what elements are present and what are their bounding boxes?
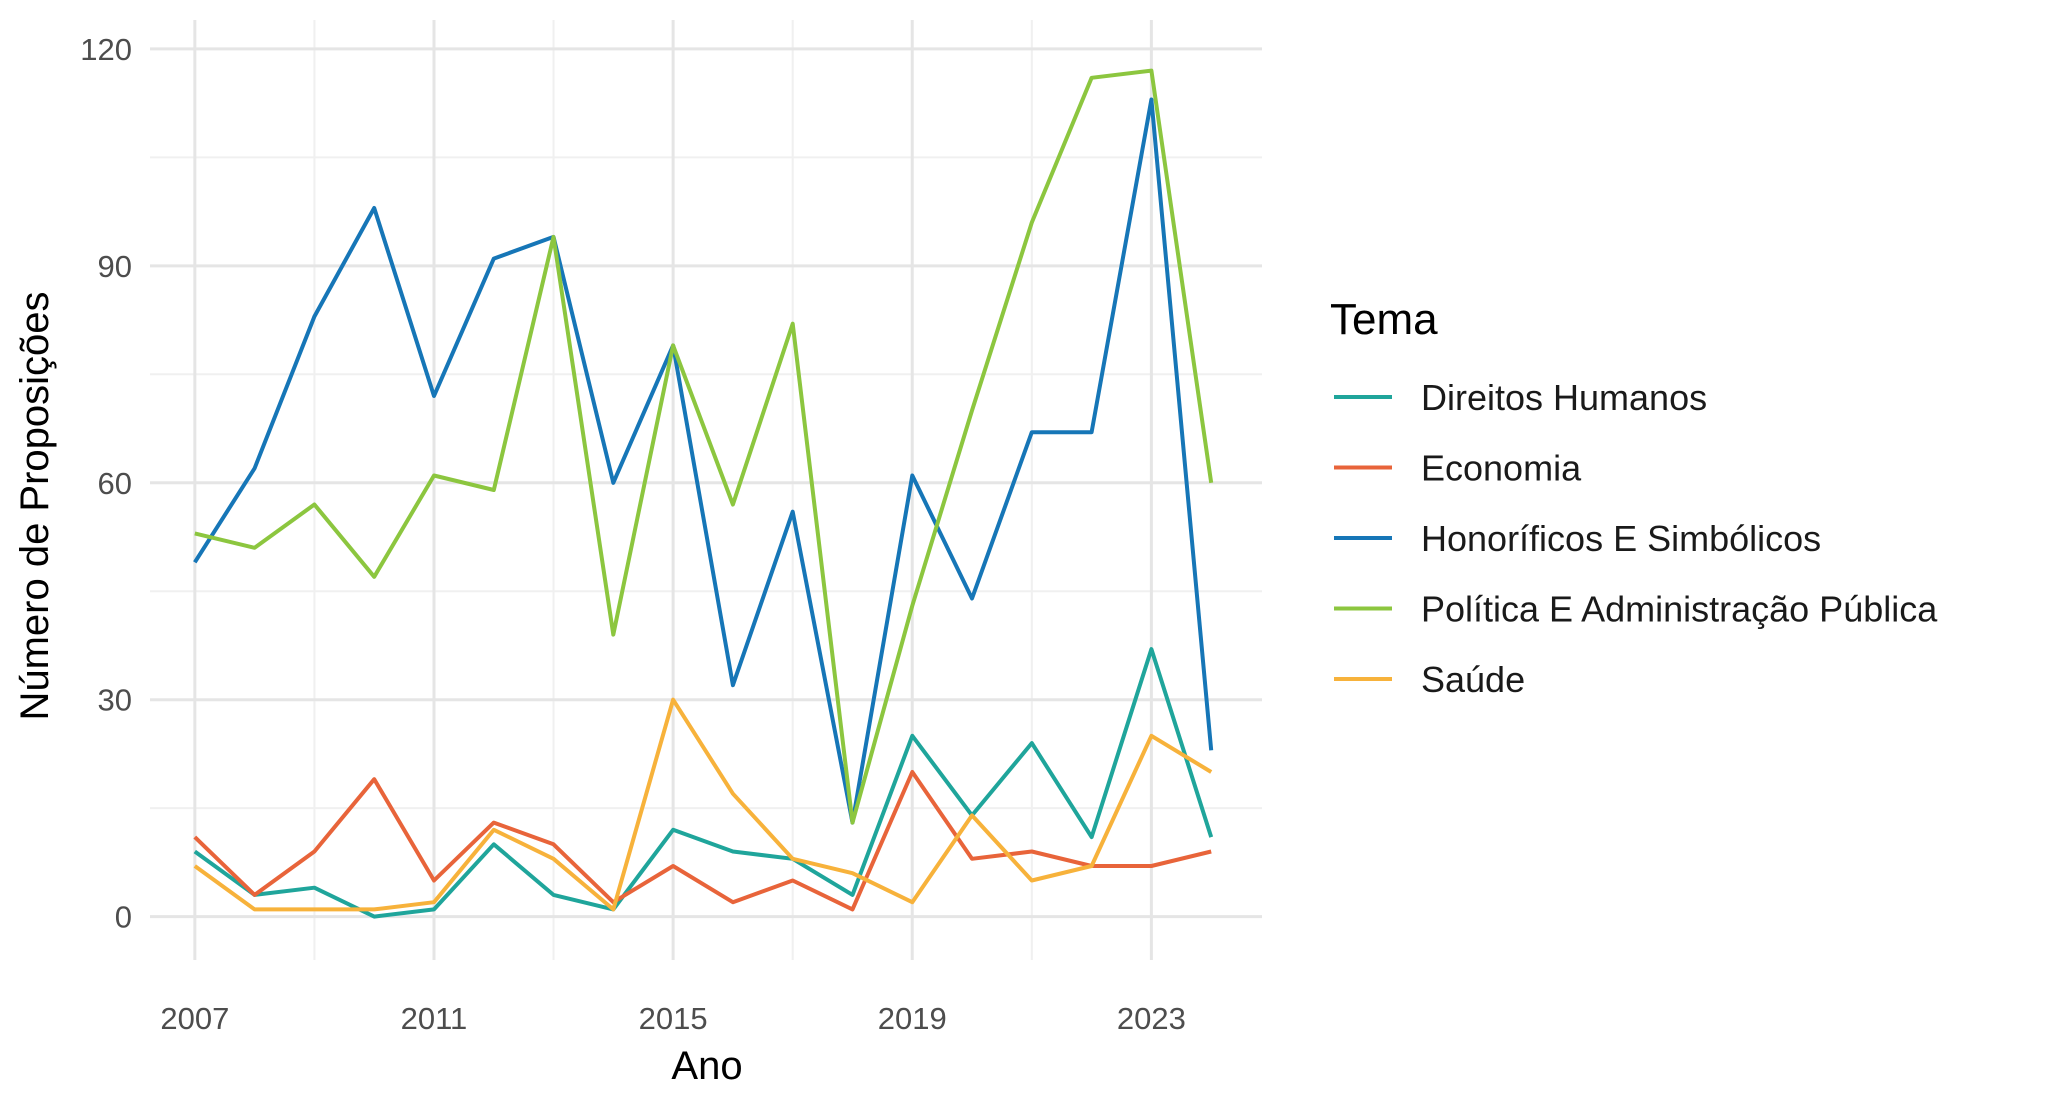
- x-axis-tick-labels: 2007 2011 2015 2019 2023: [160, 1001, 1186, 1036]
- x-tick-label: 2011: [401, 1001, 468, 1036]
- series-line-politica-e-administracao-publica: [194, 68, 1214, 825]
- y-axis-tick-labels: 0 30 60 90 120: [80, 32, 132, 935]
- y-tick-label: 90: [98, 249, 132, 284]
- legend-label: Honoríficos E Simbólicos: [1421, 518, 1821, 559]
- y-tick-label: 0: [115, 900, 132, 935]
- y-tick-label: 30: [98, 683, 132, 718]
- x-axis-title: Ano: [671, 1044, 742, 1088]
- legend-label: Saúde: [1421, 659, 1525, 700]
- y-axis-title: Número de Proposições: [13, 291, 57, 720]
- series-line-direitos-humanos: [193, 647, 1214, 919]
- legend-label: Economia: [1421, 448, 1582, 489]
- series-line-economia: [193, 770, 1212, 912]
- legend: Tema Direitos Humanos Economia Honoríficos…: [1330, 295, 1938, 700]
- y-tick-label: 120: [80, 32, 132, 67]
- series-line-honorificos-e-simbolicos: [193, 97, 1214, 825]
- x-tick-label: 2015: [639, 1001, 708, 1036]
- series-lines: [193, 68, 1214, 919]
- legend-items: Direitos Humanos Economia Honoríficos E Si…: [1334, 377, 1938, 700]
- y-tick-label: 60: [98, 466, 132, 501]
- series-line-saude: [193, 697, 1213, 912]
- minor-gridlines: [150, 20, 1262, 960]
- legend-label: Direitos Humanos: [1421, 377, 1707, 418]
- major-gridlines: [150, 20, 1262, 960]
- x-tick-label: 2023: [1117, 1001, 1186, 1036]
- legend-title: Tema: [1330, 295, 1438, 344]
- x-tick-label: 2007: [160, 1001, 229, 1036]
- x-tick-label: 2019: [878, 1001, 947, 1036]
- legend-label: Política E Administração Pública: [1421, 589, 1938, 630]
